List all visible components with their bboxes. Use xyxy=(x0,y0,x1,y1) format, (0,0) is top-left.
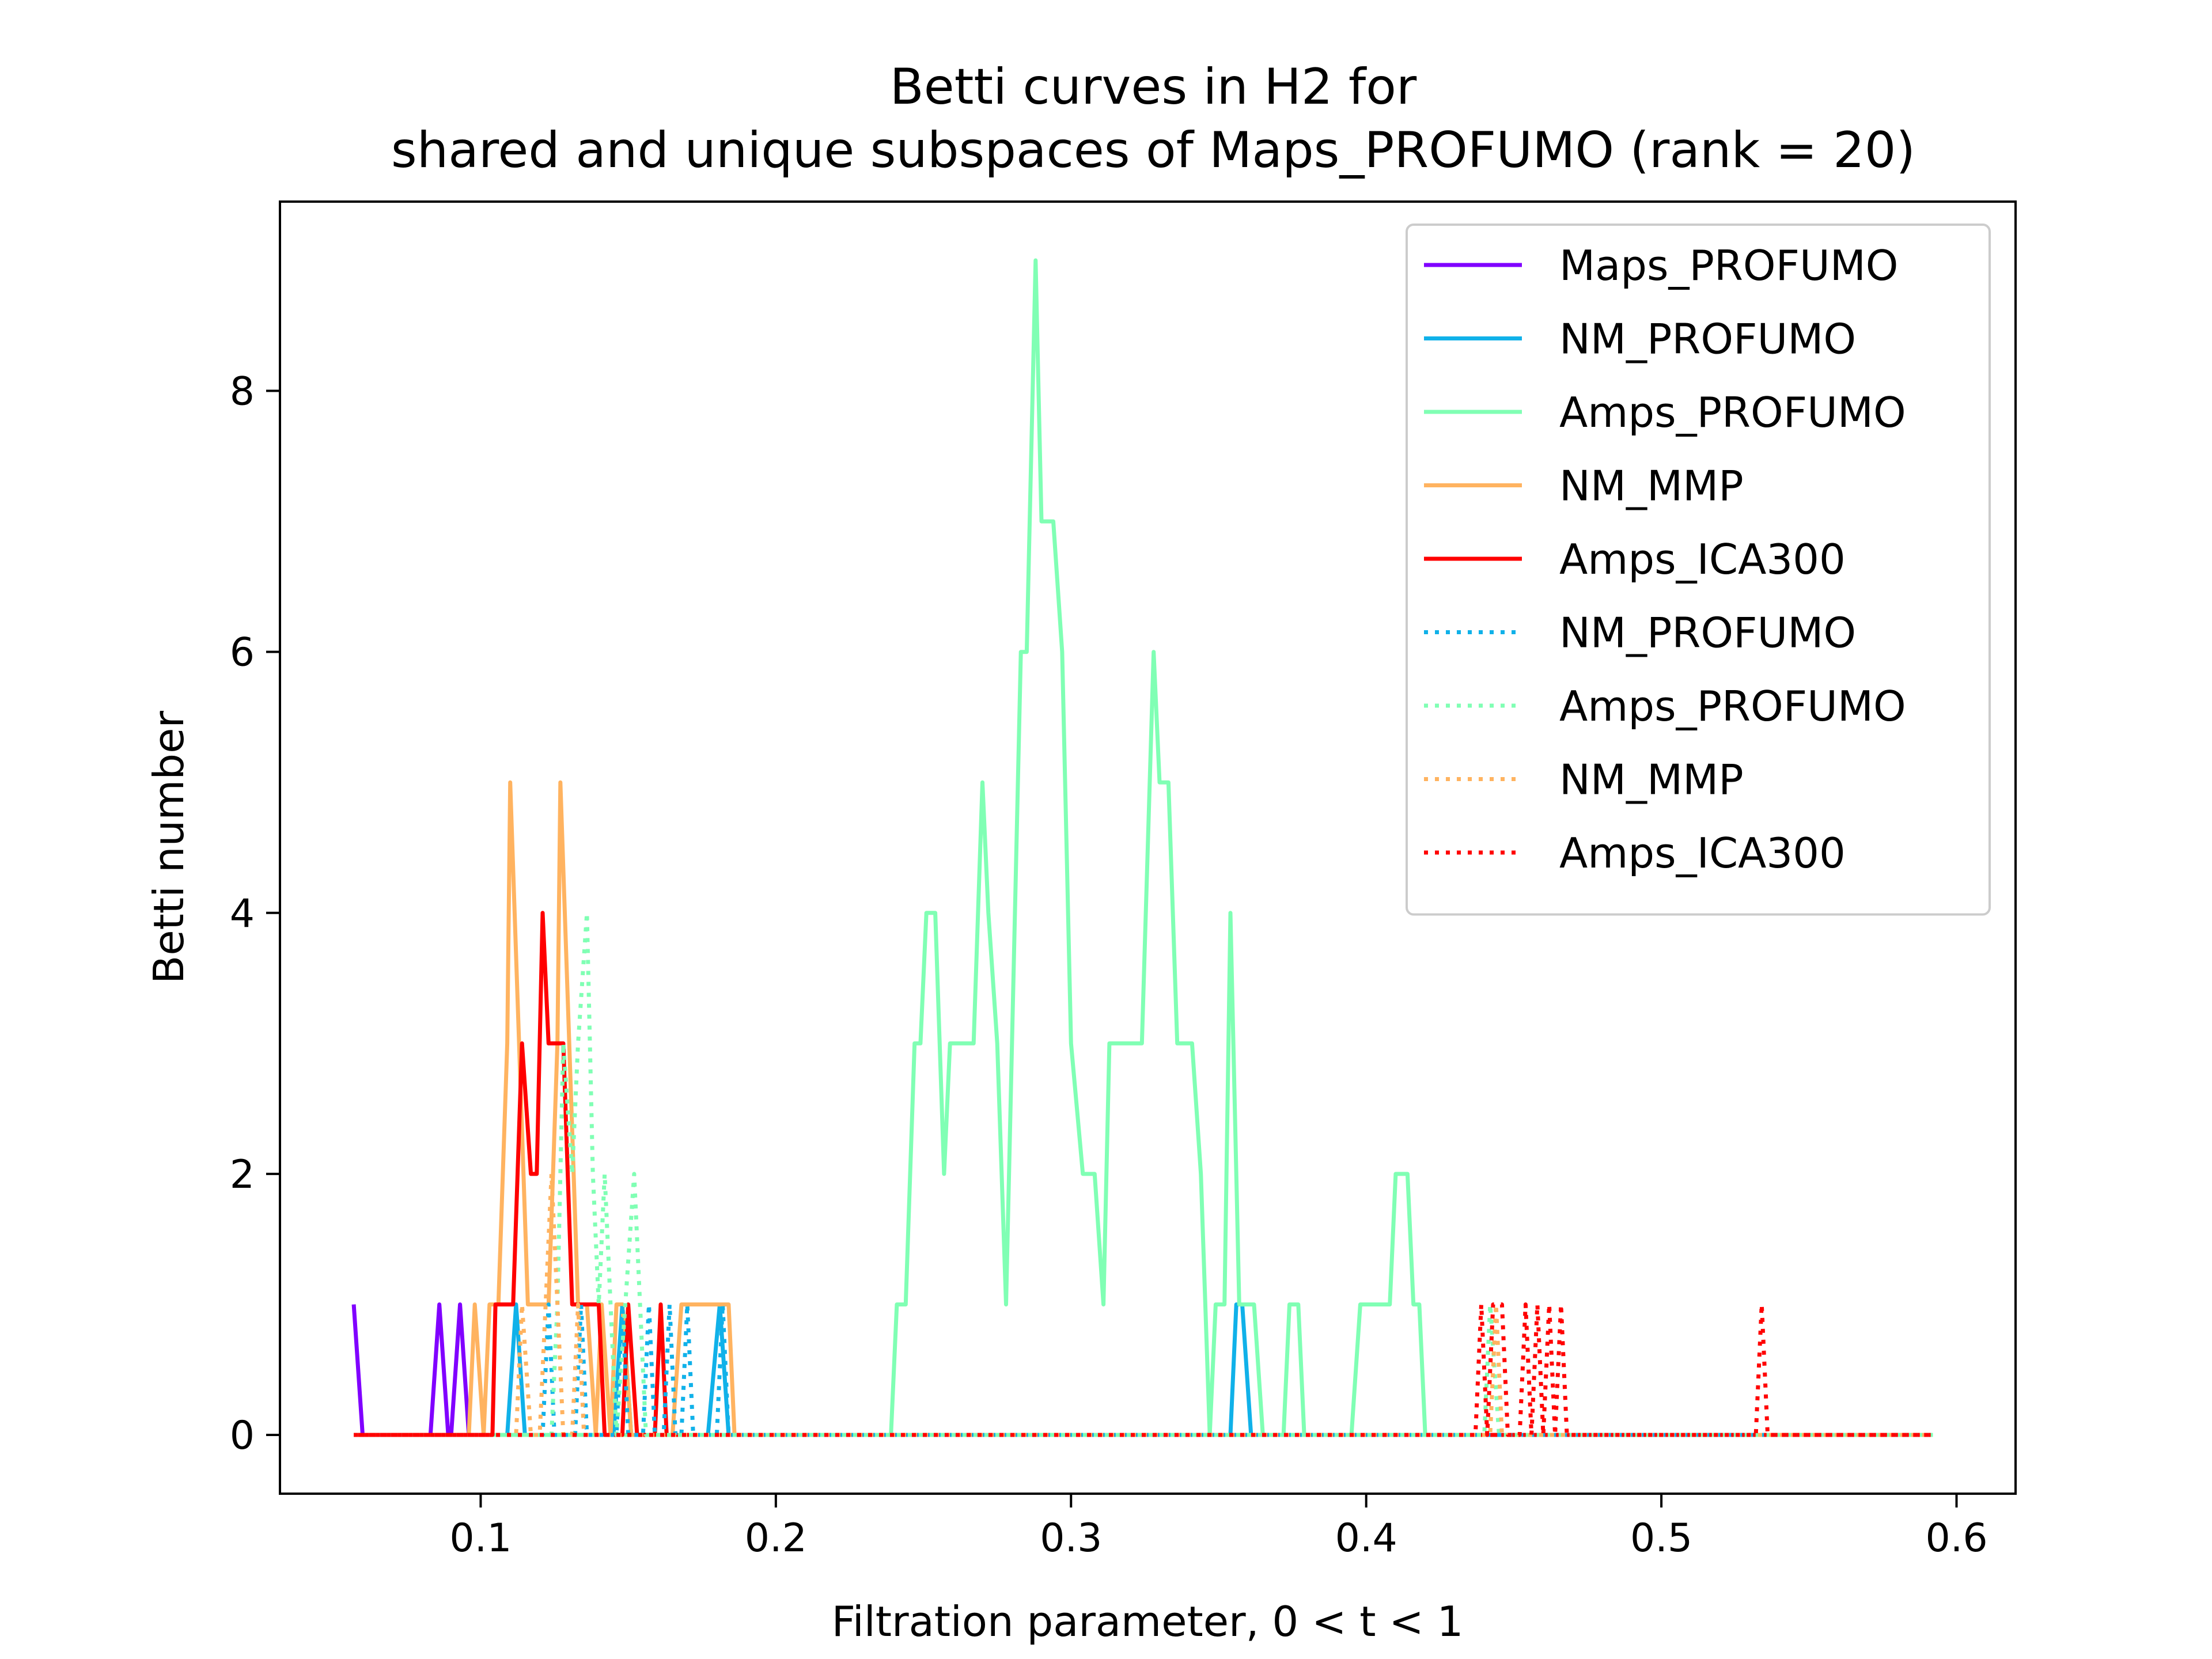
legend-label-4: NM_MMP xyxy=(1559,462,1744,510)
legend-label-9: Amps_ICA300 xyxy=(1559,829,1846,877)
legend-label-7: Amps_PROFUMO xyxy=(1559,682,1906,730)
x-tick-label: 0.4 xyxy=(1335,1516,1397,1561)
y-tick-label: 8 xyxy=(230,369,255,415)
y-tick-label: 2 xyxy=(230,1152,255,1198)
legend-label-3: Amps_PROFUMO xyxy=(1559,388,1906,437)
x-axis: 0.1 0.2 0.3 0.4 0.5 0.6 xyxy=(449,1494,1988,1561)
x-tick-label: 0.5 xyxy=(1630,1516,1692,1561)
x-tick-label: 0.3 xyxy=(1040,1516,1102,1561)
x-tick-label: 0.1 xyxy=(449,1516,512,1561)
x-tick-label: 0.6 xyxy=(1925,1516,1987,1561)
legend-box xyxy=(1406,224,1991,916)
y-tick-label: 4 xyxy=(230,891,255,937)
plot-frame xyxy=(279,200,2017,1495)
x-axis-label: Filtration parameter, 0 < t < 1 xyxy=(832,1597,1464,1646)
chart-title-line-2: shared and unique subspaces of Maps_PROF… xyxy=(391,122,1915,179)
series-line-8-nm-mmp-dotted xyxy=(354,1172,1933,1437)
y-tick-label: 0 xyxy=(230,1413,255,1459)
chart-title-line-1: Betti curves in H2 for xyxy=(890,58,1417,116)
y-axis: 0 2 4 6 8 xyxy=(230,369,280,1459)
legend: Maps_PROFUMO NM_PROFUMO Amps_PROFUMO NM_MMP… xyxy=(1406,224,1991,916)
legend-label-1: Maps_PROFUMO xyxy=(1559,241,1898,290)
plot-series-group xyxy=(351,258,1933,1437)
legend-label-8: NM_MMP xyxy=(1559,756,1744,804)
y-tick-label: 6 xyxy=(230,630,255,676)
y-axis-label: Betti number xyxy=(145,711,193,984)
legend-label-5: Amps_ICA300 xyxy=(1559,535,1846,584)
x-tick-label: 0.2 xyxy=(745,1516,807,1561)
series-line-9-amps-ica300-dotted xyxy=(354,1302,1933,1437)
legend-label-2: NM_PROFUMO xyxy=(1559,315,1856,363)
legend-label-6: NM_PROFUMO xyxy=(1559,609,1856,657)
